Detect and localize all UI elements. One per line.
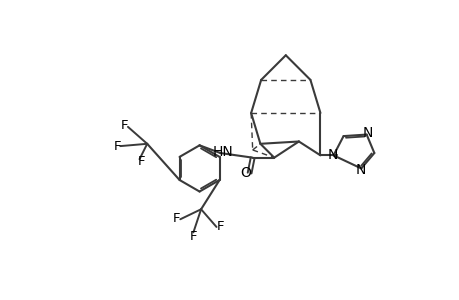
Text: N: N: [327, 148, 337, 162]
Text: F: F: [138, 155, 145, 168]
Text: HN: HN: [213, 145, 233, 159]
Text: O: O: [240, 166, 251, 180]
Text: F: F: [172, 212, 180, 225]
Text: F: F: [113, 140, 121, 153]
Text: N: N: [361, 126, 372, 140]
Text: F: F: [189, 230, 197, 243]
Text: F: F: [121, 119, 129, 132]
Text: N: N: [354, 163, 365, 177]
Text: F: F: [216, 220, 224, 233]
